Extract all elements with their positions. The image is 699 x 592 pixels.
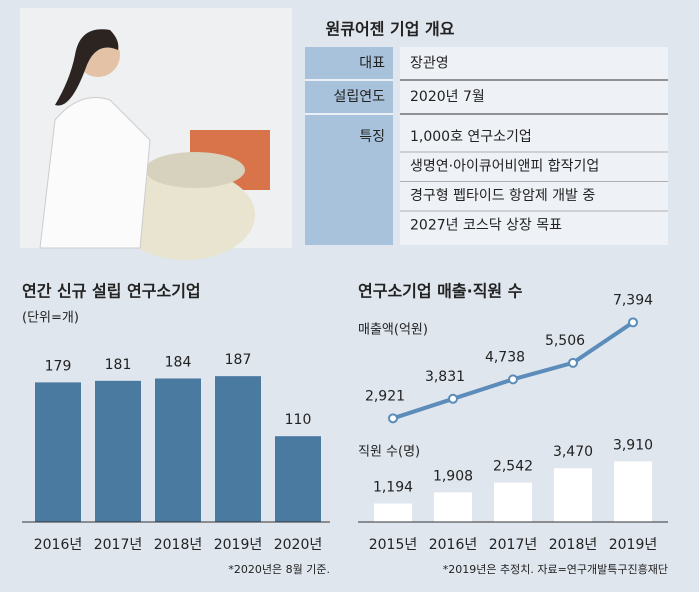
value-label: 1,194 bbox=[373, 479, 413, 495]
value-label: 181 bbox=[105, 357, 132, 373]
value-label: 5,506 bbox=[545, 333, 585, 349]
chart-title: 연간 신규 설립 연구소기업 bbox=[22, 282, 201, 301]
value-label: 3,910 bbox=[613, 437, 653, 453]
point bbox=[508, 374, 518, 385]
value-label: 4,738 bbox=[485, 349, 525, 365]
value-label: 2,542 bbox=[493, 459, 533, 475]
value-column bbox=[400, 47, 668, 245]
note: *2019년은 추정치. 자료=연구개발특구진흥재단 bbox=[443, 562, 668, 576]
point bbox=[448, 393, 458, 404]
point bbox=[388, 413, 398, 424]
row-value: 2020년 7월 bbox=[410, 89, 485, 105]
row-value: 장관영 bbox=[410, 56, 449, 72]
note: *2020년은 8월 기준. bbox=[228, 563, 330, 576]
bar bbox=[35, 382, 81, 522]
x-tick-label: 2019년 bbox=[214, 537, 263, 553]
chart-subtitle: (단위=개) bbox=[22, 311, 79, 326]
x-tick-label: 2016년 bbox=[34, 537, 83, 553]
bar bbox=[95, 380, 141, 522]
point bbox=[628, 317, 638, 328]
series-label: 직원 수(명) bbox=[358, 445, 420, 460]
value-label: 1,908 bbox=[433, 468, 473, 484]
photo bbox=[20, 8, 292, 260]
bar bbox=[614, 461, 652, 522]
x-tick-label: 2019년 bbox=[609, 537, 658, 553]
chart-title: 연구소기업 매출·직원 수 bbox=[358, 282, 523, 301]
row-label: 대표 bbox=[359, 56, 385, 72]
row-label: 설립연도 bbox=[333, 89, 385, 105]
row-label: 특징 bbox=[359, 129, 385, 145]
label-column bbox=[305, 47, 393, 245]
value-label: 2,921 bbox=[365, 388, 405, 404]
point bbox=[568, 357, 578, 368]
row-value: 1,000호 연구소기업 bbox=[410, 129, 532, 145]
bar bbox=[215, 376, 261, 522]
x-tick-label: 2017년 bbox=[489, 537, 538, 553]
series-label: 매출액(억원) bbox=[358, 323, 428, 338]
value-label: 3,470 bbox=[553, 444, 593, 460]
value-label: 110 bbox=[285, 412, 312, 428]
bar bbox=[494, 482, 532, 522]
bar bbox=[374, 503, 412, 522]
bar bbox=[434, 492, 472, 522]
x-tick-label: 2015년 bbox=[369, 537, 418, 553]
value-label: 3,831 bbox=[425, 369, 465, 385]
value-label: 187 bbox=[225, 352, 252, 368]
x-tick-label: 2020년 bbox=[274, 537, 323, 553]
bar bbox=[275, 436, 321, 522]
row-value: 경구형 펩타이드 항암제 개발 중 bbox=[410, 188, 595, 204]
bar bbox=[155, 378, 201, 522]
value-label: 7,394 bbox=[613, 292, 653, 308]
value-label: 184 bbox=[165, 354, 192, 370]
x-tick-label: 2017년 bbox=[94, 537, 143, 553]
value-label: 179 bbox=[45, 358, 72, 374]
row-value: 생명연·아이큐어비앤피 합작기업 bbox=[410, 159, 599, 175]
x-tick-label: 2016년 bbox=[429, 537, 478, 553]
chart-1: 연간 신규 설립 연구소기업 (단위=개) 179 2016년 181 2017년 184 2… bbox=[22, 282, 330, 576]
row-value: 2027년 코스닥 상장 목표 bbox=[410, 218, 562, 234]
x-tick-label: 2018년 bbox=[549, 537, 598, 553]
overview-title: 원큐어젠 기업 개요 bbox=[326, 20, 455, 39]
x-tick-label: 2018년 bbox=[154, 537, 203, 553]
bar bbox=[554, 468, 592, 522]
